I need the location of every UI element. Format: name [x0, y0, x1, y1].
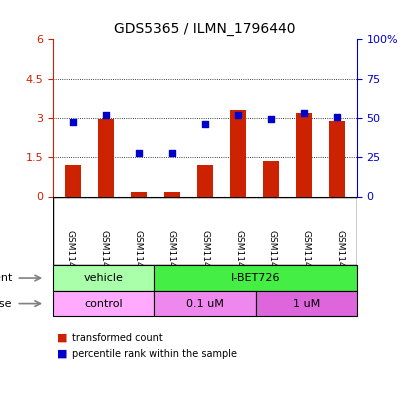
- Text: I-BET726: I-BET726: [230, 273, 280, 283]
- Bar: [53, 291, 154, 316]
- Point: [300, 110, 306, 116]
- Bar: [295, 113, 311, 196]
- Text: percentile rank within the sample: percentile rank within the sample: [72, 349, 236, 359]
- Point: [169, 150, 175, 156]
- Text: GDS5365 / ILMN_1796440: GDS5365 / ILMN_1796440: [114, 22, 295, 36]
- Bar: [98, 119, 114, 196]
- Bar: [196, 165, 213, 196]
- Text: vehicle: vehicle: [84, 273, 124, 283]
- Text: GSM1148620: GSM1148620: [133, 230, 142, 290]
- Bar: [163, 192, 180, 196]
- Bar: [262, 161, 279, 196]
- Text: GSM1148624: GSM1148624: [267, 230, 276, 290]
- Text: GSM1148625: GSM1148625: [301, 230, 310, 290]
- Text: GSM1148619: GSM1148619: [99, 230, 108, 290]
- Text: GSM1148618: GSM1148618: [65, 230, 74, 290]
- Text: GSM1148623: GSM1148623: [234, 230, 243, 290]
- Text: dose: dose: [0, 299, 12, 309]
- Bar: [154, 291, 255, 316]
- Point: [234, 112, 240, 118]
- Bar: [229, 110, 246, 196]
- Text: ■: ■: [57, 333, 68, 343]
- Text: GSM1148621: GSM1148621: [166, 230, 175, 290]
- Bar: [65, 165, 81, 196]
- Bar: [328, 121, 344, 196]
- Point: [201, 121, 208, 128]
- Text: GSM1148626: GSM1148626: [335, 230, 344, 290]
- Text: agent: agent: [0, 273, 12, 283]
- Bar: [255, 291, 356, 316]
- Text: 0.1 uM: 0.1 uM: [186, 299, 223, 309]
- Bar: [154, 265, 356, 291]
- Bar: [130, 192, 147, 196]
- Point: [267, 116, 274, 122]
- Point: [135, 150, 142, 156]
- Point: [103, 112, 109, 118]
- Text: ■: ■: [57, 349, 68, 359]
- Text: transformed count: transformed count: [72, 333, 162, 343]
- Point: [333, 114, 339, 120]
- Text: 1 uM: 1 uM: [292, 299, 319, 309]
- Text: GSM1148622: GSM1148622: [200, 230, 209, 290]
- Point: [70, 119, 76, 125]
- Text: control: control: [84, 299, 123, 309]
- Bar: [53, 265, 154, 291]
